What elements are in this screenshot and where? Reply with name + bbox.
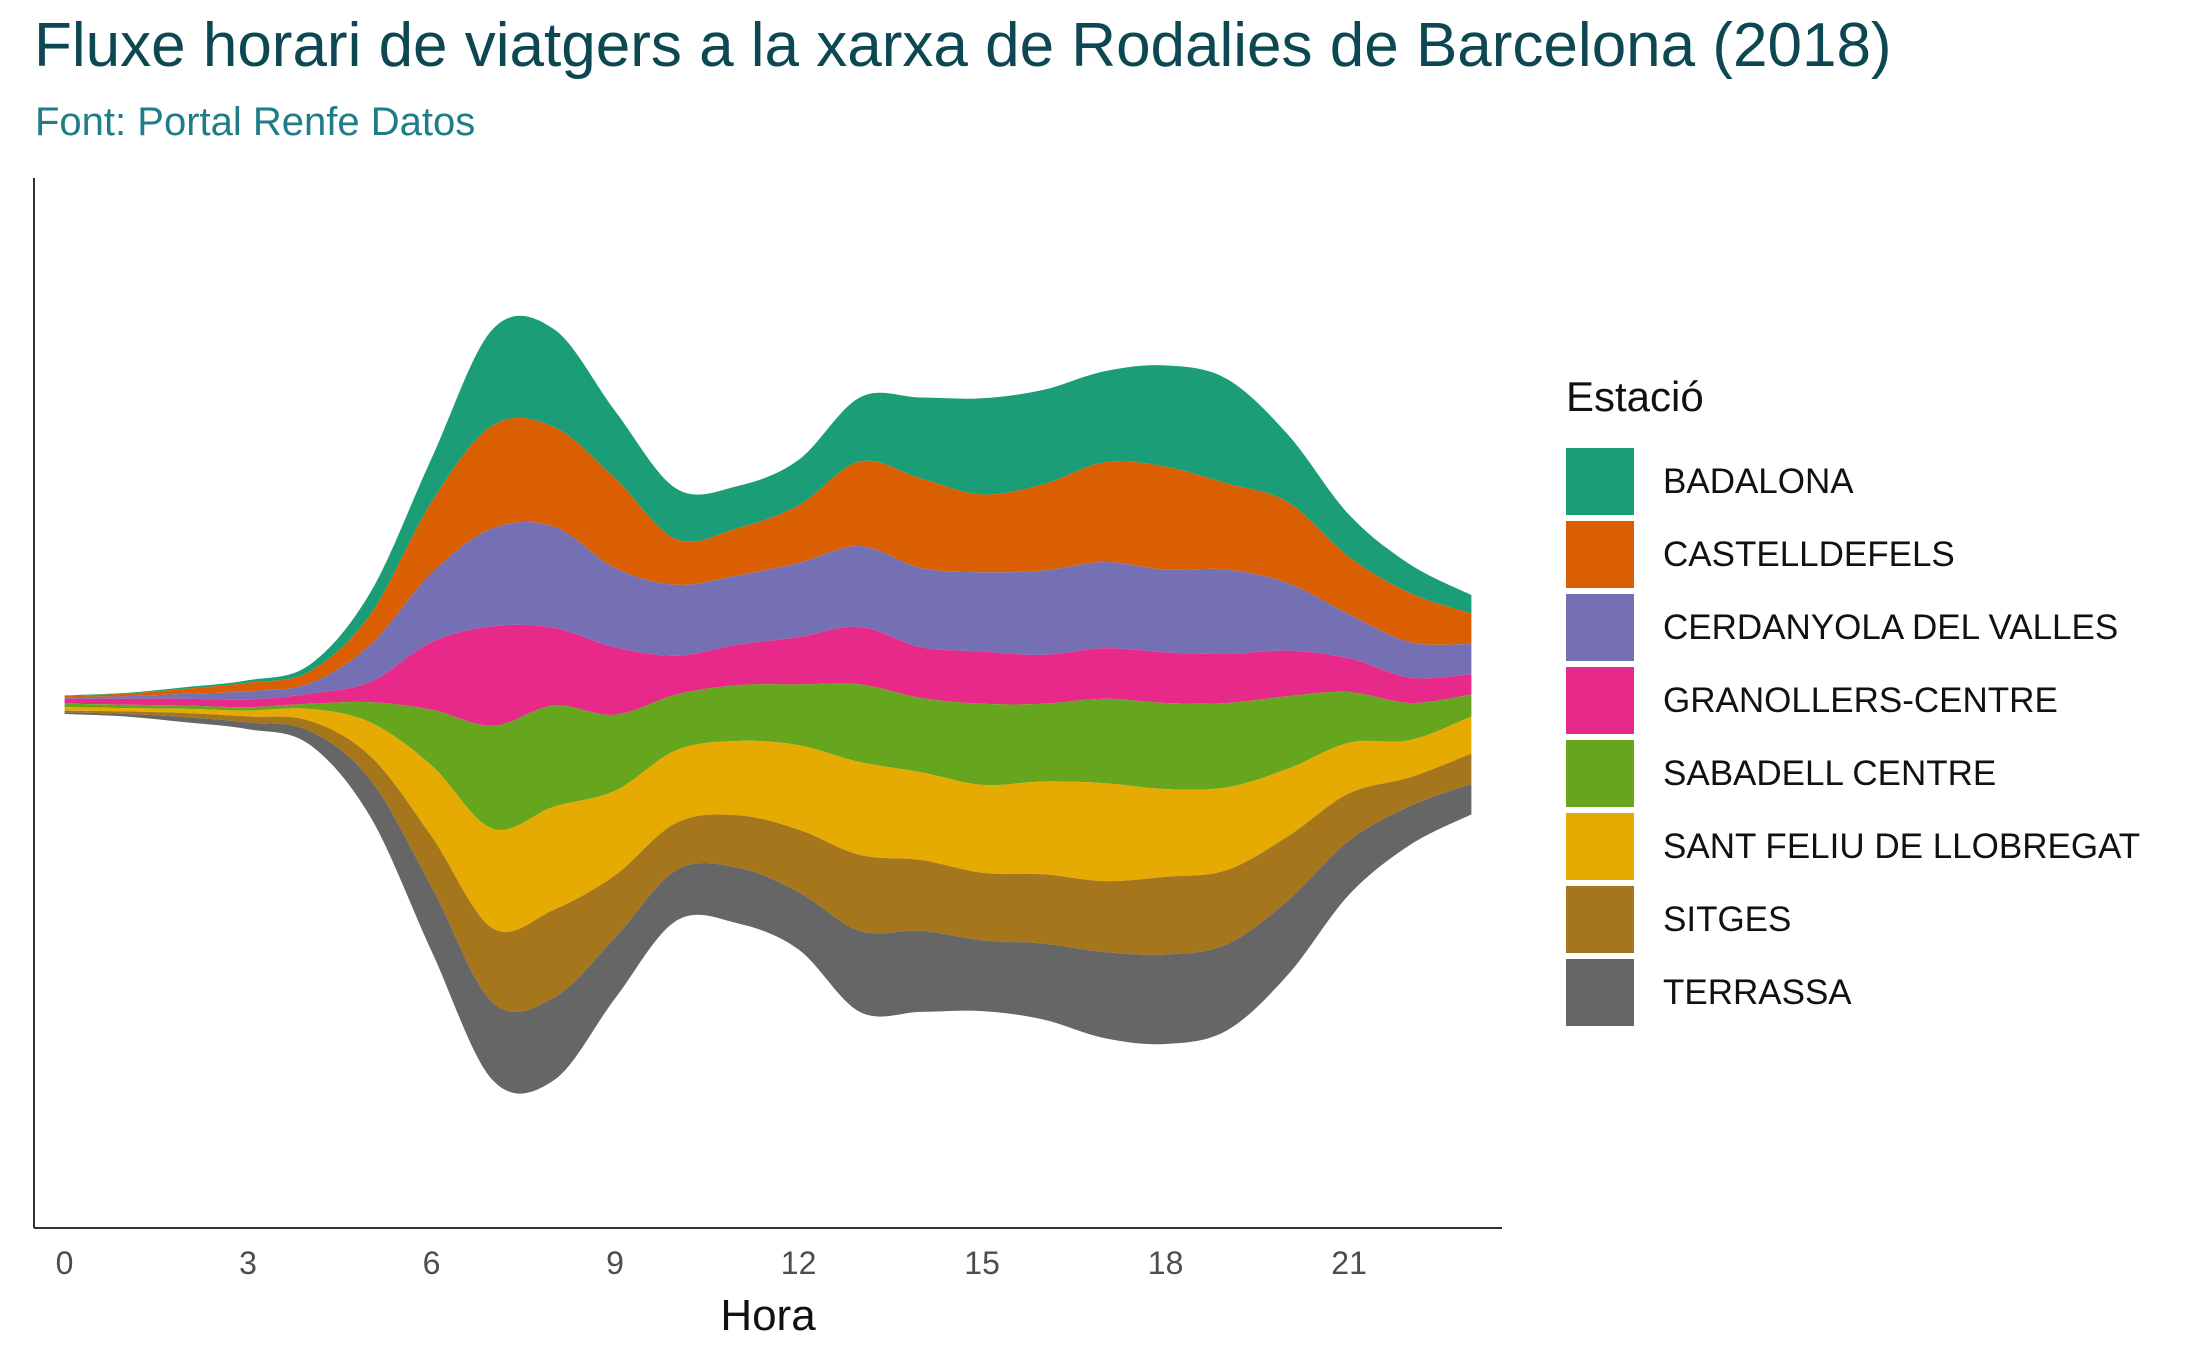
x-tick-label: 3 — [239, 1245, 257, 1281]
legend-item: SITGES — [1566, 883, 2140, 956]
x-tick-labels: 0 3 6 9 12 15 18 21 — [56, 1245, 1367, 1281]
x-tick-label: 15 — [964, 1245, 1000, 1281]
legend-label: GRANOLLERS-CENTRE — [1663, 680, 2058, 720]
legend-swatch — [1566, 740, 1634, 807]
legend-item: BADALONA — [1566, 445, 2140, 518]
legend-items: BADALONA CASTELLDEFELS CERDANYOLA DEL VALL… — [1566, 445, 2140, 1029]
chart-subtitle: Font: Portal Renfe Datos — [35, 100, 476, 144]
chart-title: Fluxe horari de viatgers a la xarxa de R… — [34, 11, 1892, 80]
stream-layer-sabadell-centre — [64, 683, 1472, 831]
stream-layer-terrassa — [64, 712, 1472, 1094]
legend-swatch — [1566, 594, 1634, 661]
stream-layer-sitges — [64, 710, 1472, 1012]
stream-layer-cerdanyola-del-valles — [64, 522, 1472, 700]
legend-label: BADALONA — [1663, 461, 1854, 501]
legend-item: GRANOLLERS-CENTRE — [1566, 664, 2140, 737]
legend: Estació BADALONA CASTELLDEFELS CERDANYOLA … — [1566, 373, 2140, 1029]
legend-swatch — [1566, 667, 1634, 734]
legend-label: TERRASSA — [1663, 972, 1852, 1012]
legend-swatch — [1566, 813, 1634, 880]
legend-label: SANT FELIU DE LLOBREGAT — [1663, 826, 2141, 866]
x-tick-label: 0 — [56, 1245, 74, 1281]
legend-title: Estació — [1566, 373, 1704, 420]
legend-label: CERDANYOLA DEL VALLES — [1663, 607, 2119, 647]
legend-item: SANT FELIU DE LLOBREGAT — [1566, 810, 2140, 883]
legend-label: SITGES — [1663, 899, 1792, 939]
legend-label: CASTELLDEFELS — [1663, 534, 1955, 574]
x-axis-label: Hora — [720, 1291, 816, 1340]
stream-layer-granollers-centre — [64, 624, 1472, 726]
legend-swatch — [1566, 521, 1634, 588]
stream-layer-castelldefels — [64, 417, 1472, 698]
x-tick-label: 18 — [1148, 1245, 1184, 1281]
legend-item: TERRASSA — [1566, 956, 2140, 1029]
legend-item: SABADELL CENTRE — [1566, 737, 2140, 810]
x-tick-label: 6 — [423, 1245, 441, 1281]
legend-swatch — [1566, 448, 1634, 515]
x-tick-label: 9 — [606, 1245, 624, 1281]
x-tick-label: 12 — [781, 1245, 817, 1281]
stream-layer-sant-feliu-de-llobregat — [64, 707, 1472, 933]
legend-swatch — [1566, 886, 1634, 953]
legend-label: SABADELL CENTRE — [1663, 753, 1997, 793]
stream-layers — [64, 315, 1472, 1094]
x-tick-label: 21 — [1331, 1245, 1367, 1281]
legend-swatch — [1566, 959, 1634, 1026]
legend-item: CERDANYOLA DEL VALLES — [1566, 591, 2140, 664]
stream-layer-badalona — [64, 315, 1472, 696]
legend-item: CASTELLDEFELS — [1566, 518, 2140, 591]
